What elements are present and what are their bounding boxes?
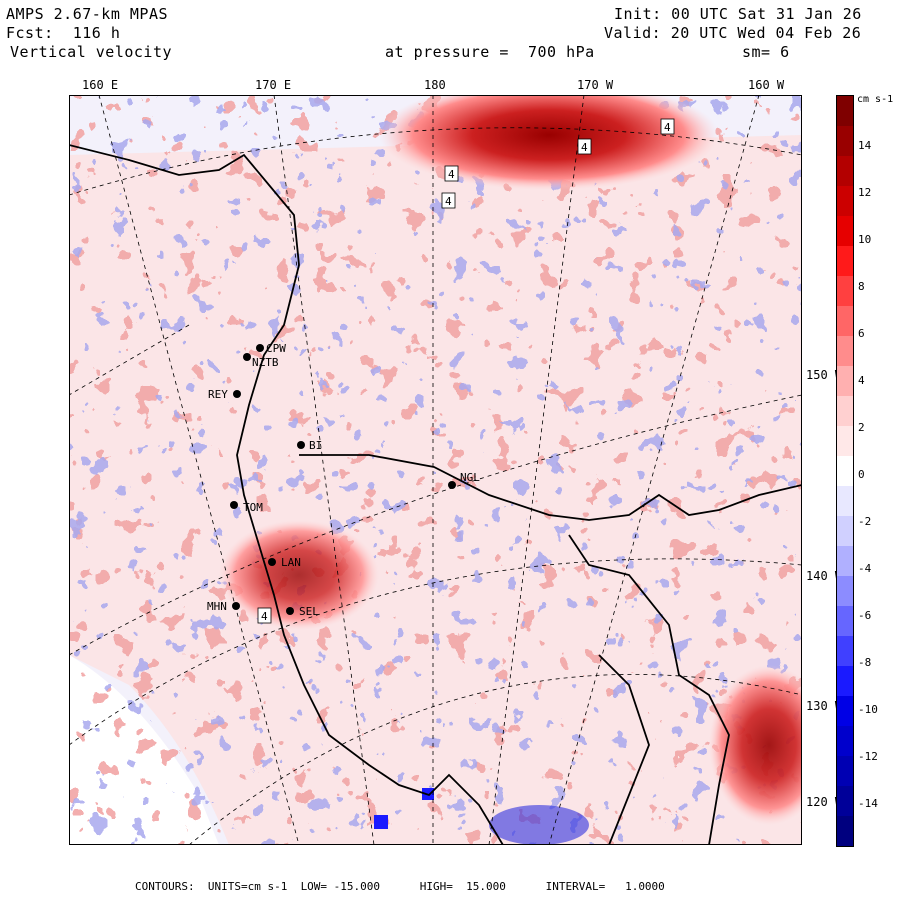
smoothing: sm= 6 bbox=[742, 43, 790, 61]
station-sel: SEL bbox=[299, 605, 319, 618]
colorbar-swatch bbox=[837, 456, 853, 486]
lat-label-150w: 150 W bbox=[806, 368, 843, 382]
downdraft-south bbox=[489, 805, 589, 845]
forecast-hour: Fcst: 116 h bbox=[6, 24, 121, 42]
colorbar-swatch bbox=[837, 516, 853, 546]
colorbar-tick-label: -12 bbox=[858, 750, 878, 763]
colorbar-swatch bbox=[837, 546, 853, 576]
colorbar-tick-label: -2 bbox=[858, 515, 872, 528]
colorbar-swatch bbox=[837, 306, 853, 336]
colorbar-swatch bbox=[837, 486, 853, 516]
colorbar-units: cm s-1 bbox=[857, 94, 894, 105]
colorbar-swatch bbox=[837, 636, 853, 666]
colorbar-tick-label: -4 bbox=[858, 562, 872, 575]
colorbar-swatch bbox=[837, 246, 853, 276]
pressure-level: at pressure = 700 hPa bbox=[385, 43, 595, 61]
colorbar-swatch bbox=[837, 186, 853, 216]
contour-label-5: 4 bbox=[261, 610, 268, 623]
station-cpw: CPW bbox=[266, 342, 286, 355]
station-bi: BI bbox=[309, 439, 323, 452]
colorbar-swatch bbox=[837, 726, 853, 756]
variable-name: Vertical velocity bbox=[10, 43, 173, 61]
colorbar bbox=[836, 95, 854, 847]
lon-label-180: 180 bbox=[424, 78, 446, 92]
updraft-southeast bbox=[709, 665, 802, 825]
vertical-velocity-map: 4 4 4 4 4 bbox=[69, 95, 802, 845]
colorbar-swatch bbox=[837, 756, 853, 786]
lon-label-170e: 170 E bbox=[255, 78, 292, 92]
negative-blotches bbox=[69, 95, 802, 845]
contour-label-3: 4 bbox=[448, 168, 455, 181]
colorbar-tick-label: 4 bbox=[858, 374, 865, 387]
colorbar-tick-label: 2 bbox=[858, 421, 865, 434]
colorbar-tick-label: -8 bbox=[858, 656, 872, 669]
colorbar-swatch bbox=[837, 366, 853, 396]
station-ngl: NGL bbox=[460, 471, 480, 484]
lat-label-130w: 130 W bbox=[806, 699, 843, 713]
colorbar-tick-label: -6 bbox=[858, 609, 872, 622]
colorbar-tick-label: -14 bbox=[858, 797, 878, 810]
colorbar-swatch bbox=[837, 666, 853, 696]
contour-label-2: 4 bbox=[581, 141, 588, 154]
station-rey: REY bbox=[208, 388, 228, 401]
colorbar-tick-label: 6 bbox=[858, 327, 865, 340]
station-lan: LAN bbox=[281, 556, 301, 569]
colorbar-swatch bbox=[837, 786, 853, 816]
colorbar-swatch bbox=[837, 696, 853, 726]
colorbar-swatch bbox=[837, 216, 853, 246]
station-markers bbox=[230, 344, 456, 615]
lon-label-160e: 160 E bbox=[82, 78, 119, 92]
colorbar-swatch bbox=[837, 156, 853, 186]
colorbar-tick-label: 14 bbox=[858, 139, 872, 152]
station-mhn: MHN bbox=[207, 600, 227, 613]
colorbar-tick-label: -10 bbox=[858, 703, 878, 716]
lon-label-170w: 170 W bbox=[577, 78, 614, 92]
coastline bbox=[69, 144, 802, 845]
colorbar-swatch bbox=[837, 126, 853, 156]
contour-labels: 4 4 4 4 4 bbox=[257, 118, 675, 624]
station-tom: TOM bbox=[243, 501, 263, 514]
model-title: AMPS 2.67-km MPAS bbox=[6, 5, 169, 23]
valid-time: Valid: 20 UTC Wed 04 Feb 26 bbox=[604, 24, 862, 42]
station-nztb: NZTB bbox=[252, 356, 279, 369]
colorbar-swatch bbox=[837, 336, 853, 366]
lon-label-160w: 160 W bbox=[748, 78, 785, 92]
colorbar-swatch bbox=[837, 606, 853, 636]
lat-label-120w: 120 W bbox=[806, 795, 843, 809]
map-frame bbox=[69, 95, 802, 845]
contour-label-1: 4 bbox=[664, 121, 671, 134]
colorbar-tick-label: 8 bbox=[858, 280, 865, 293]
colorbar-tick-label: 0 bbox=[858, 468, 865, 481]
colorbar-swatch bbox=[837, 426, 853, 456]
colorbar-tick-label: 10 bbox=[858, 233, 872, 246]
contour-label-4: 4 bbox=[445, 195, 452, 208]
colorbar-swatch bbox=[837, 96, 853, 126]
colorbar-swatch bbox=[837, 576, 853, 606]
graticule bbox=[69, 95, 802, 845]
colorbar-swatch bbox=[837, 816, 853, 846]
downdraft-patch-1 bbox=[374, 815, 388, 829]
lat-label-140w: 140 W bbox=[806, 569, 843, 583]
strong-updraft-north bbox=[379, 95, 719, 190]
contour-info: CONTOURS: UNITS=cm s-1 LOW= -15.000 HIGH… bbox=[135, 880, 665, 893]
colorbar-swatch bbox=[837, 276, 853, 306]
colorbar-swatch bbox=[837, 396, 853, 426]
colorbar-tick-label: 12 bbox=[858, 186, 872, 199]
init-time: Init: 00 UTC Sat 31 Jan 26 bbox=[614, 5, 862, 23]
